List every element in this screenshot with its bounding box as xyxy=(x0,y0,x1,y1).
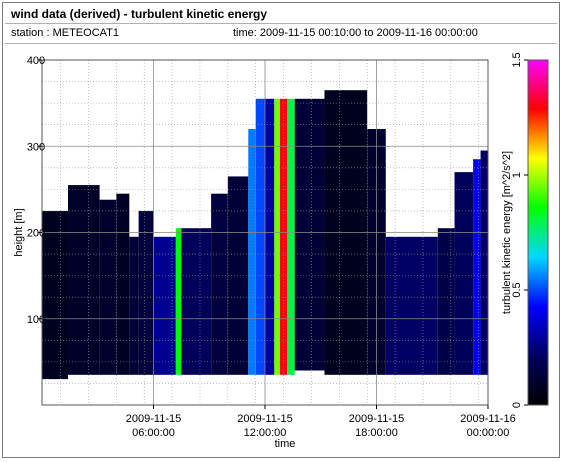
time-range-label: time: 2009-11-15 00:10:00 to 2009-11-16 … xyxy=(233,27,478,39)
x-tick-label: 2009-11-15 xyxy=(349,413,404,425)
heatmap-column-4 xyxy=(129,236,139,375)
y-tick-label: 400 xyxy=(27,55,45,67)
y-tick-label: 100 xyxy=(27,314,45,326)
colorbar-tick-label: 1.5 xyxy=(511,52,523,67)
heatmap-column-22 xyxy=(454,172,474,375)
heatmap-column-8 xyxy=(181,228,212,375)
x-tick-label: 2009-11-15 xyxy=(237,413,292,425)
x-tick-label: 2009-11-16 xyxy=(460,413,515,425)
x-tick-label: 00:00:00 xyxy=(467,427,510,439)
heatmap-column-17 xyxy=(294,98,325,371)
colorbar-tick-label: 0.5 xyxy=(511,282,523,297)
heatmap-column-15 xyxy=(279,98,288,375)
heatmap-column-10 xyxy=(227,176,249,375)
heatmap-column-14 xyxy=(274,98,280,375)
colorbar-tick-label: 1 xyxy=(511,172,523,178)
heatmap-column-7 xyxy=(175,228,182,375)
heatmap-column-16 xyxy=(287,98,295,375)
colorbar-label: turbulent kinetic energy [m^2/s^2] xyxy=(501,151,513,314)
heatmap-column-2 xyxy=(99,199,117,375)
chart-title: wind data (derived) - turbulent kinetic … xyxy=(11,7,268,21)
heatmap-column-11 xyxy=(248,129,256,375)
x-tick-label: 06:00:00 xyxy=(132,427,175,439)
colorbar-tick-label: 0 xyxy=(511,402,523,408)
subtitle-divider xyxy=(5,43,557,44)
colorbar xyxy=(527,59,549,406)
y-axis-ticks: 100 200 300 400 xyxy=(27,55,45,326)
heatmap-column-13 xyxy=(265,98,275,375)
x-tick-label: 12:00:00 xyxy=(244,427,287,439)
x-axis-label: time xyxy=(275,438,296,450)
heatmap-column-1 xyxy=(68,185,100,375)
y-tick-label: 300 xyxy=(27,141,45,153)
y-axis-label: height [m] xyxy=(13,208,25,256)
heatmap-column-23 xyxy=(473,159,481,375)
heatmap-column-12 xyxy=(255,98,265,375)
heatmap-column-0 xyxy=(42,210,69,380)
y-tick-label: 200 xyxy=(27,228,45,240)
heatmap-column-20 xyxy=(385,236,438,375)
title-divider xyxy=(5,23,557,24)
heatmap-column-24 xyxy=(480,150,488,375)
heatmap-column-9 xyxy=(211,193,228,375)
x-axis-ticks: 2009-11-15 06:00:00 2009-11-15 12:00:00 2009… xyxy=(126,405,516,439)
heatmap-column-3 xyxy=(116,193,130,375)
x-tick-label: 18:00:00 xyxy=(355,427,398,439)
heatmap-column-5 xyxy=(138,210,154,375)
heatmap-column-21 xyxy=(437,228,455,375)
colorbar-ticks: 0 0.5 1 1.5 xyxy=(511,52,528,408)
station-label: station : METEOCAT1 xyxy=(11,27,119,39)
heatmap-column-6 xyxy=(153,236,176,375)
x-tick-label: 2009-11-15 xyxy=(126,413,181,425)
